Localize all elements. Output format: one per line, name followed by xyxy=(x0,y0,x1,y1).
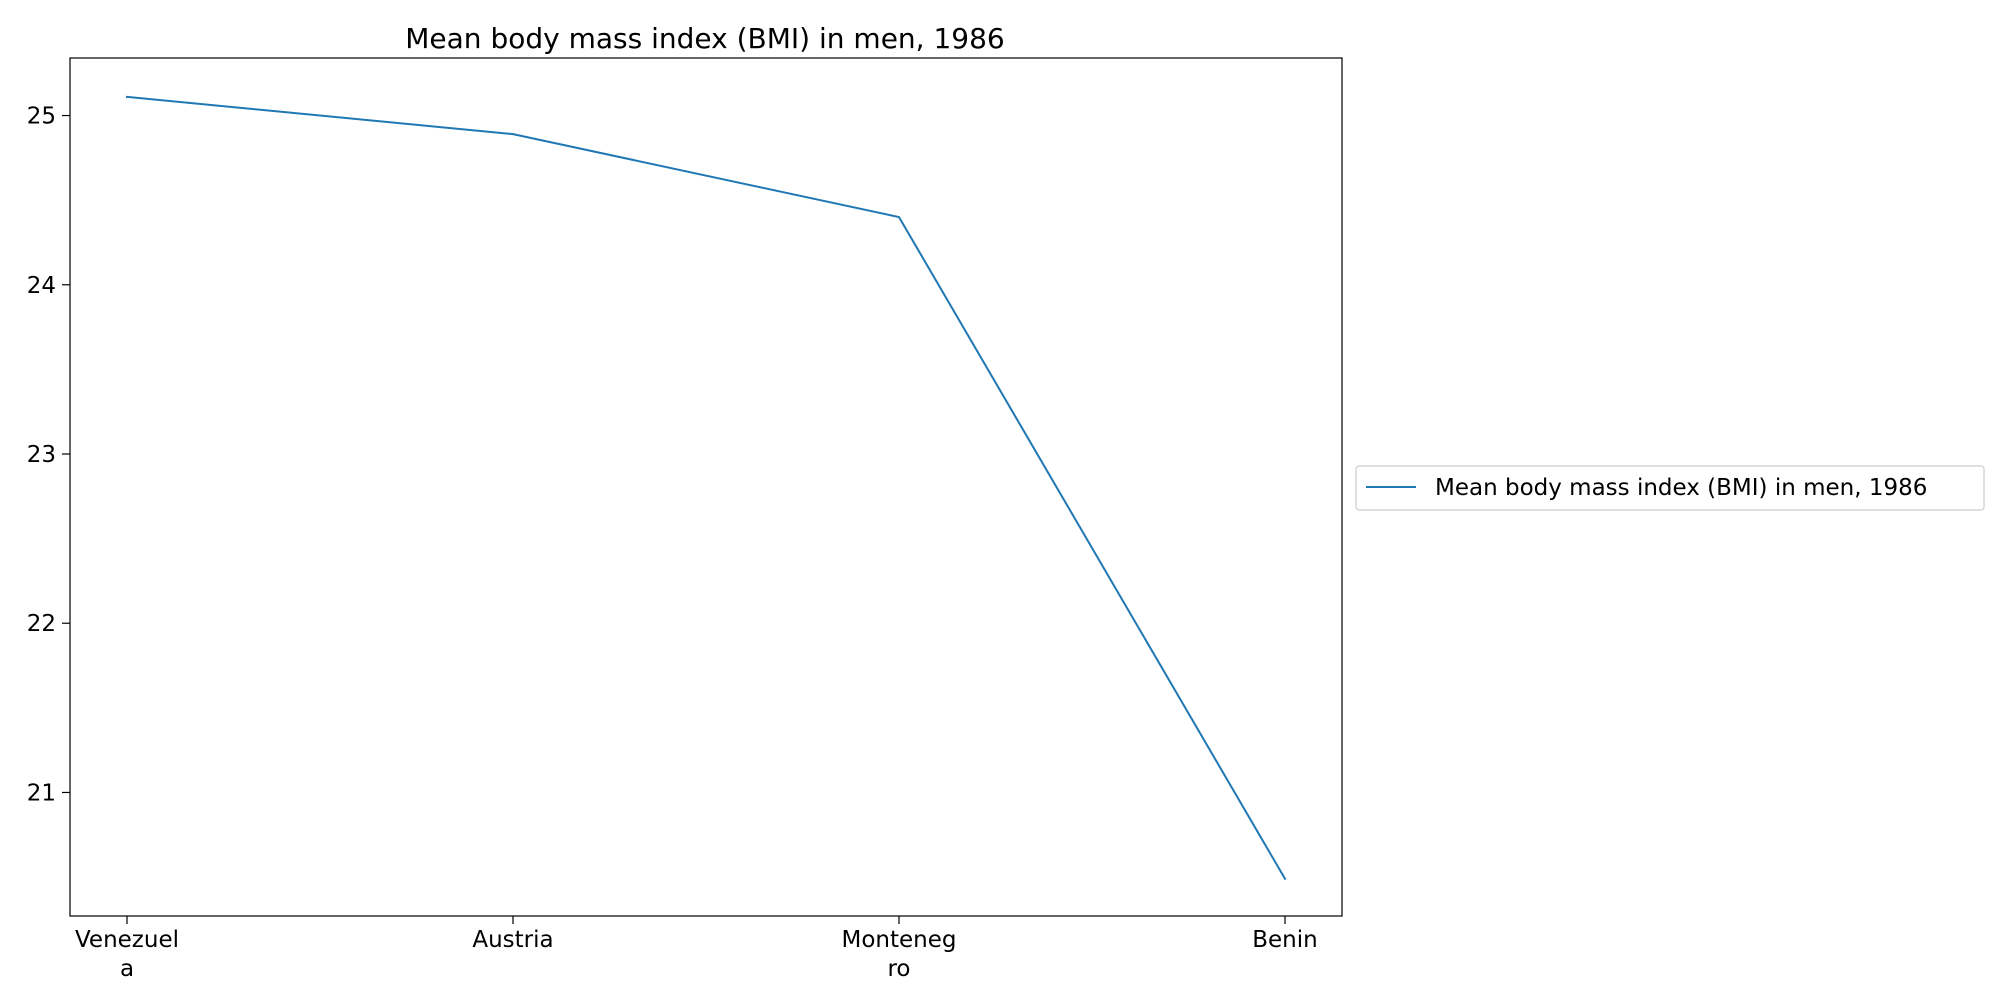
y-tick-label: 25 xyxy=(27,104,56,130)
x-axis: Venezuel a Austria Monteneg ro Benin xyxy=(75,916,1318,982)
x-tick-label-line: ro xyxy=(887,956,910,982)
x-tick-label-line: Venezuel xyxy=(75,927,179,953)
x-tick-label: Benin xyxy=(1252,927,1317,953)
series-line xyxy=(125,95,1287,881)
x-tick-label: Monteneg ro xyxy=(842,927,957,982)
y-axis: 21 22 23 24 25 xyxy=(27,104,70,806)
legend-label: Mean body mass index (BMI) in men, 1986 xyxy=(1435,475,1927,501)
x-tick-label: Austria xyxy=(472,927,553,953)
x-tick-label-line: Austria xyxy=(472,927,553,953)
x-tick-label-line: Benin xyxy=(1252,927,1317,953)
x-tick-label-line: a xyxy=(120,956,134,982)
legend: Mean body mass index (BMI) in men, 1986 xyxy=(1355,465,1985,511)
legend-box xyxy=(1355,465,1985,511)
series-layer xyxy=(125,95,1287,881)
x-tick-label-line: Monteneg xyxy=(842,927,957,953)
x-tick-label: Venezuel a xyxy=(75,927,179,982)
y-tick-label: 23 xyxy=(27,442,56,468)
y-tick-label: 24 xyxy=(27,273,56,299)
y-tick-label: 22 xyxy=(27,611,56,637)
chart-title: Mean body mass index (BMI) in men, 1986 xyxy=(405,22,1004,55)
plot-area xyxy=(69,57,1343,917)
y-tick-label: 21 xyxy=(27,780,56,806)
